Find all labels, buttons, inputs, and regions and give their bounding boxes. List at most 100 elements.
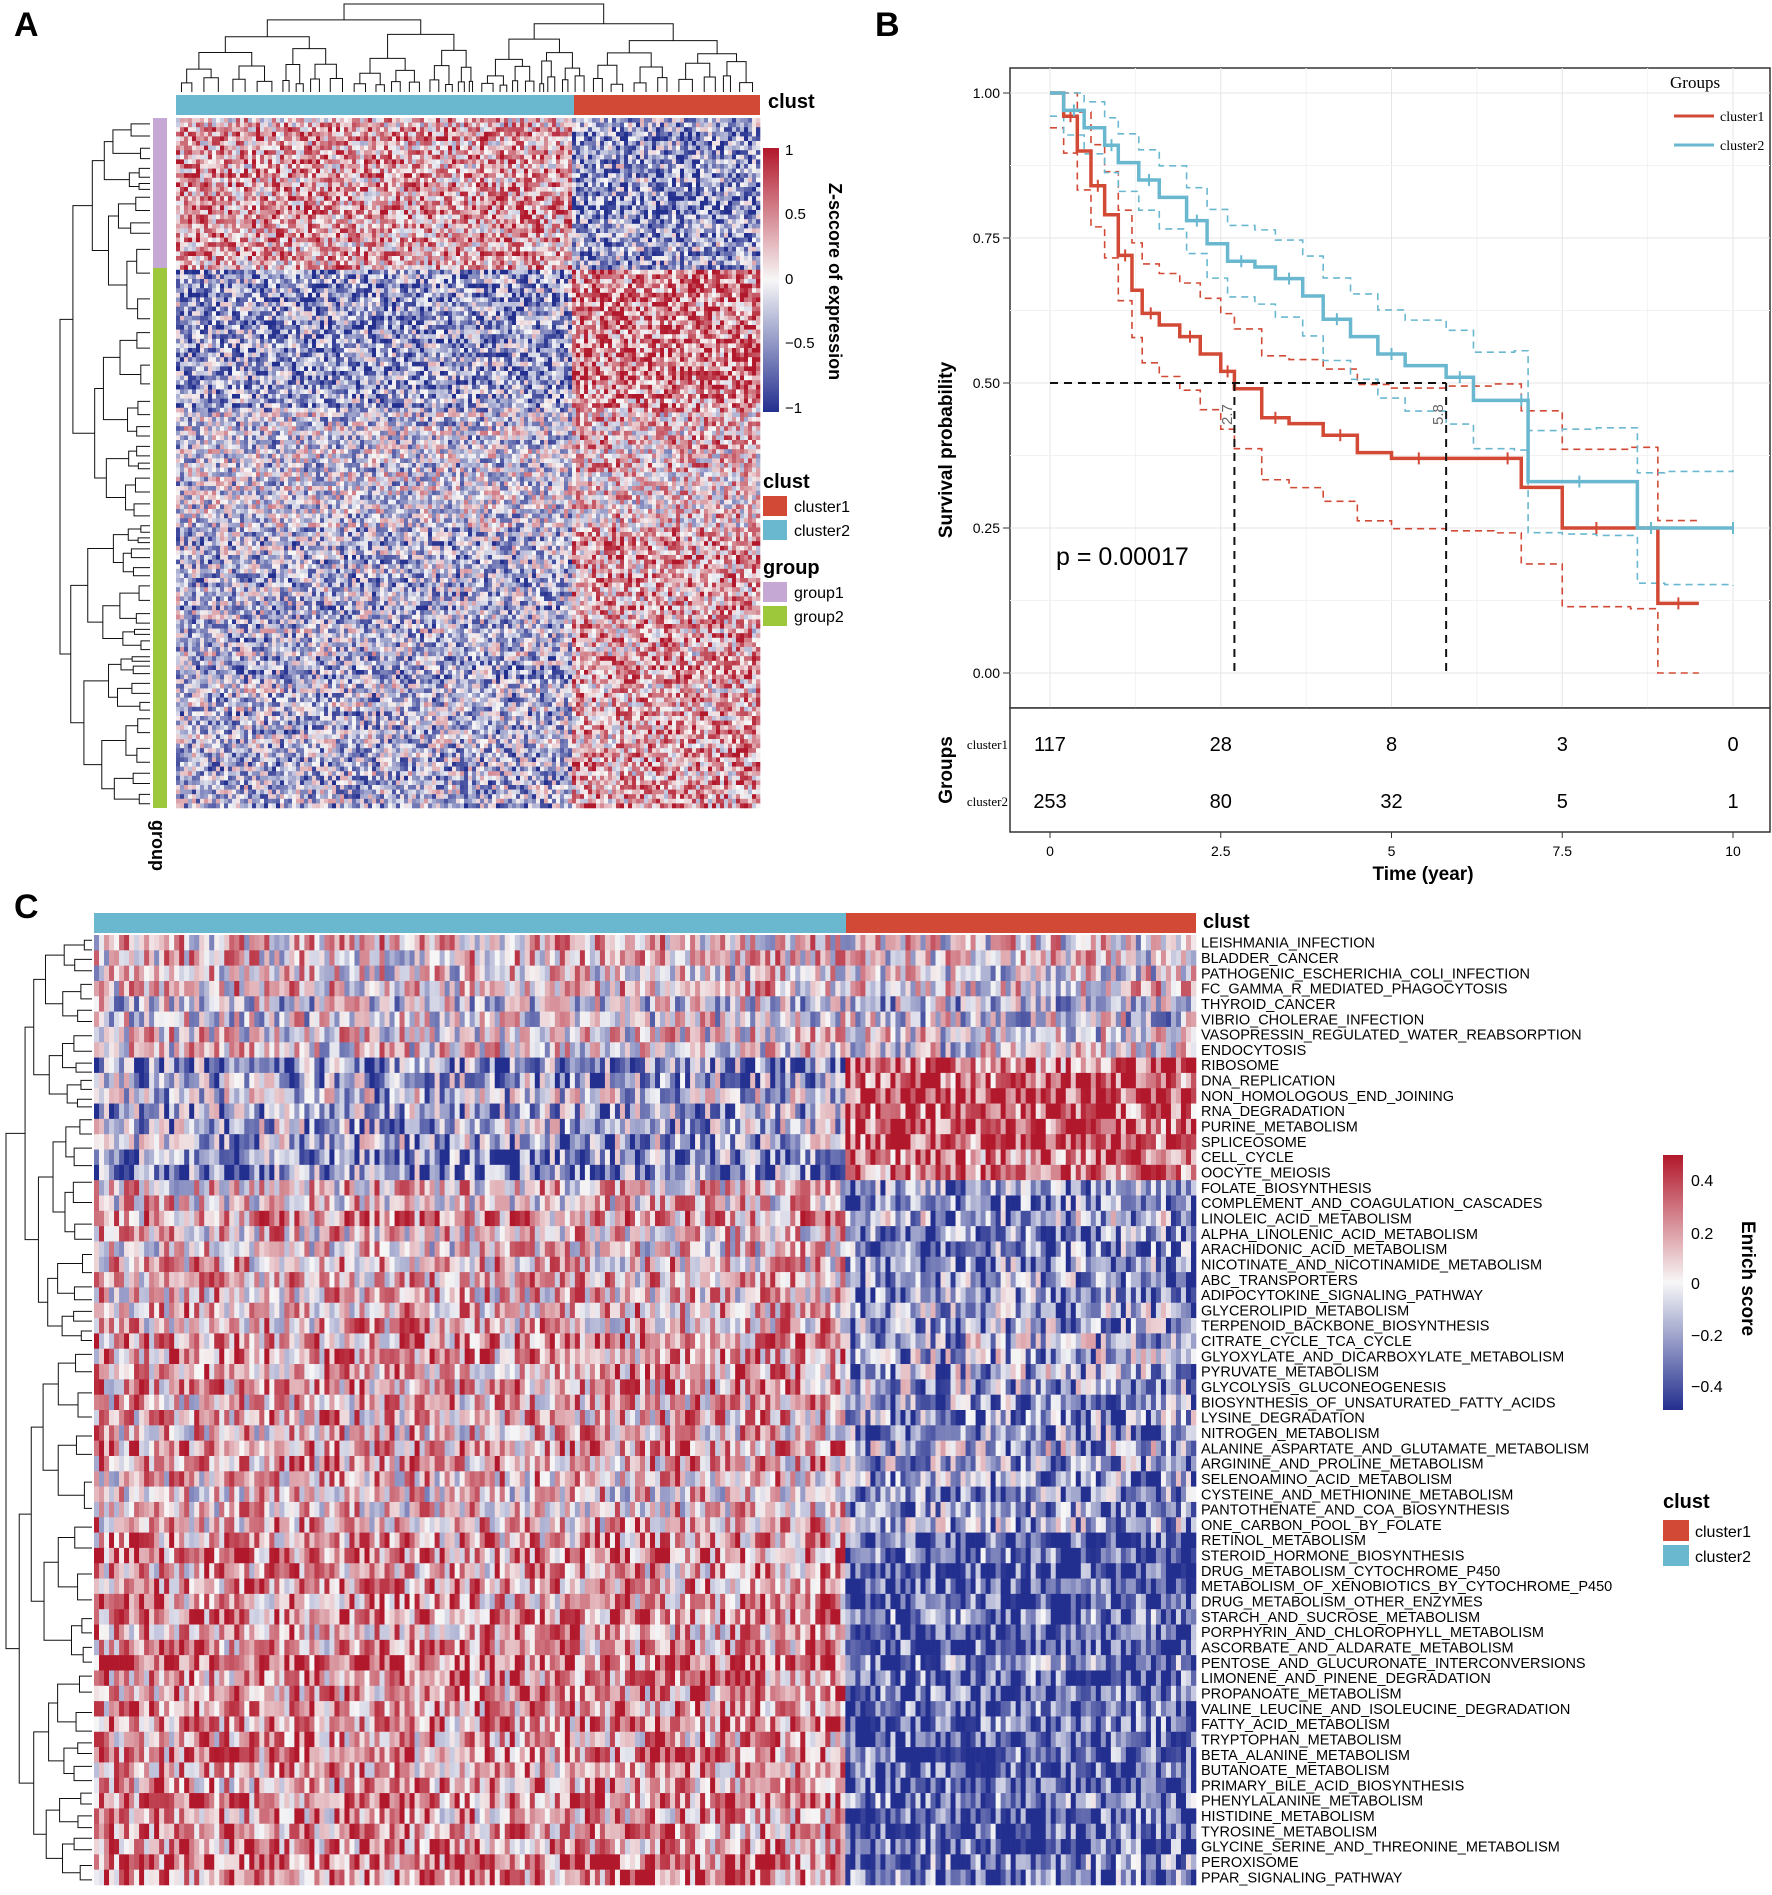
heatmap-cell <box>348 132 352 137</box>
heatmap-cell <box>284 136 288 141</box>
heatmap-cell <box>632 123 636 128</box>
heatmap-cell <box>400 118 404 123</box>
heatmap-cell <box>468 132 472 137</box>
heatmap-cell <box>480 132 484 137</box>
heatmap-cell <box>204 136 208 141</box>
heatmap-cell <box>280 123 284 128</box>
heatmap-cell <box>736 118 740 123</box>
heatmap-cell <box>468 127 472 132</box>
heatmap-cell <box>376 136 380 141</box>
heatmap-cell <box>728 132 732 137</box>
heatmap-cell <box>524 118 528 123</box>
dendrogram-branch <box>128 529 141 540</box>
heatmap-cell <box>492 123 496 128</box>
heatmap-cell <box>732 132 736 137</box>
heatmap-cell <box>224 136 228 141</box>
heatmap-cell <box>524 132 528 137</box>
heatmap-cell <box>300 136 304 141</box>
heatmap-cell <box>696 132 700 137</box>
heatmap-cell <box>704 118 708 123</box>
heatmap-cell <box>544 123 548 128</box>
heatmap-cell <box>240 127 244 132</box>
heatmap-cell <box>568 118 572 123</box>
heatmap-cell <box>240 118 244 123</box>
heatmap-cell <box>368 123 372 128</box>
heatmap-cell <box>224 118 228 123</box>
heatmap-cell <box>600 118 604 123</box>
heatmap-cell <box>328 118 332 123</box>
column-dendrogram <box>181 4 752 92</box>
heatmap-cell <box>344 118 348 123</box>
panel-a-label: A <box>14 6 39 44</box>
heatmap-cell <box>332 123 336 128</box>
heatmap-cell <box>560 118 564 123</box>
heatmap-cell <box>252 127 256 132</box>
heatmap-cell <box>624 132 628 137</box>
heatmap-cell <box>624 123 628 128</box>
heatmap-cell <box>604 123 608 128</box>
heatmap-cell <box>364 132 368 137</box>
heatmap-cell <box>756 123 760 128</box>
heatmap-cell <box>432 132 436 137</box>
heatmap-cell <box>224 132 228 137</box>
heatmap-cell <box>520 132 524 137</box>
heatmap-cell <box>712 127 716 132</box>
heatmap-cell <box>492 132 496 137</box>
heatmap-cell <box>652 118 656 123</box>
heatmap-cell <box>188 118 192 123</box>
heatmap-cell <box>412 132 416 137</box>
heatmap-cell <box>396 136 400 141</box>
heatmap-cell <box>316 118 320 123</box>
heatmap-cell <box>436 136 440 141</box>
heatmap-cell <box>292 118 296 123</box>
heatmap-cell <box>628 127 632 132</box>
heatmap-cell <box>536 123 540 128</box>
heatmap-cell <box>192 136 196 141</box>
heatmap-cell <box>376 123 380 128</box>
heatmap-cell <box>612 132 616 137</box>
heatmap-cell <box>624 127 628 132</box>
heatmap-cell <box>616 123 620 128</box>
dendrogram-branch <box>132 657 150 661</box>
heatmap-cell <box>288 118 292 123</box>
heatmap-cell <box>408 118 412 123</box>
heatmap-cell <box>400 132 404 137</box>
heatmap-cell <box>324 118 328 123</box>
heatmap-cell <box>316 123 320 128</box>
heatmap-cell <box>528 132 532 137</box>
heatmap-cell <box>208 127 212 132</box>
heatmap-cell <box>240 136 244 141</box>
heatmap-cell <box>268 118 272 123</box>
heatmap-cell <box>316 132 320 137</box>
heatmap-cell <box>368 118 372 123</box>
heatmap-cell <box>740 132 744 137</box>
dendrogram-branch <box>344 4 604 24</box>
heatmap-cell <box>196 118 200 123</box>
dendrogram-branch <box>141 365 150 384</box>
heatmap-cell <box>572 118 576 123</box>
heatmap-cell <box>376 127 380 132</box>
heatmap-cell <box>464 136 468 141</box>
heatmap-cell <box>680 127 684 132</box>
heatmap-cell <box>604 132 608 137</box>
heatmap-cell <box>588 132 592 137</box>
heatmap-cell <box>248 136 252 141</box>
heatmap-cell <box>248 123 252 128</box>
heatmap-cell <box>668 118 672 123</box>
heatmap-cell <box>236 118 240 123</box>
heatmap-cell <box>212 132 216 137</box>
heatmap-cell <box>664 127 668 132</box>
heatmap-cell <box>280 132 284 137</box>
heatmap-cell <box>196 123 200 128</box>
heatmap-cell <box>324 136 328 141</box>
heatmap-cell <box>516 127 520 132</box>
dendrogram-branch <box>137 427 150 436</box>
heatmap-cell <box>684 132 688 137</box>
heatmap-cell <box>176 132 180 137</box>
heatmap-cell <box>256 132 260 137</box>
dendrogram-branch <box>723 76 730 92</box>
heatmap-cell <box>464 127 468 132</box>
dendrogram-branch <box>117 688 139 706</box>
dendrogram-branch <box>123 632 141 645</box>
dendrogram-branch <box>409 82 419 92</box>
